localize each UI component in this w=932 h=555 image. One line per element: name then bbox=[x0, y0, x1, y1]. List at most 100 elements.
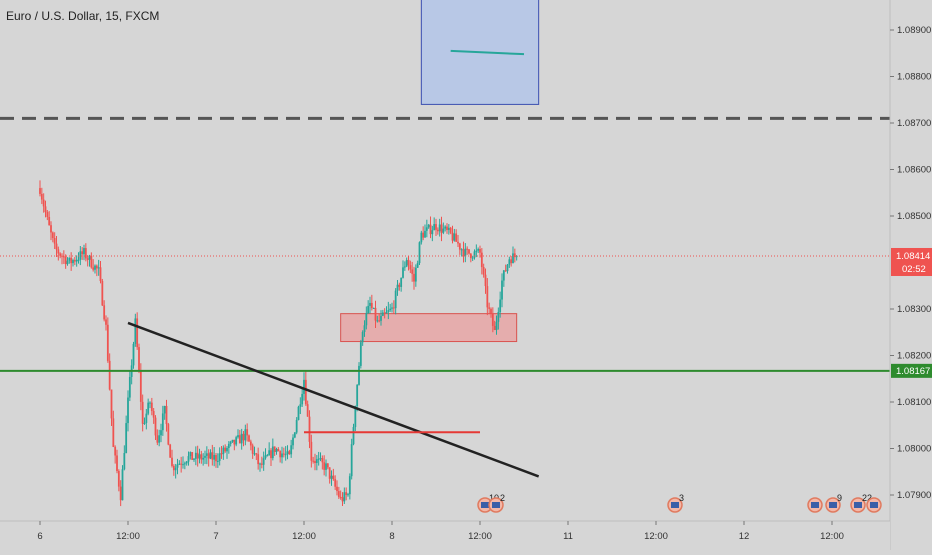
candle-body bbox=[323, 462, 326, 470]
candle-body bbox=[116, 455, 118, 471]
candle-body bbox=[369, 302, 371, 306]
candle-body bbox=[62, 256, 65, 258]
candle-body bbox=[121, 469, 124, 501]
candle-body bbox=[315, 459, 318, 463]
candle-body bbox=[462, 249, 465, 257]
candle-body bbox=[292, 437, 294, 446]
candle-body bbox=[299, 404, 302, 407]
projection-line[interactable] bbox=[450, 49, 525, 56]
candle-body bbox=[512, 253, 514, 264]
event-marker[interactable] bbox=[866, 497, 882, 513]
candle-body bbox=[378, 320, 381, 322]
candle-body bbox=[337, 491, 340, 497]
candle-body bbox=[402, 267, 404, 278]
time-axis[interactable]: 6 12:00 7 12:00 8 12:00 11 12:00 12 12:00 bbox=[0, 520, 890, 550]
candle-body bbox=[361, 331, 364, 343]
candle-body bbox=[457, 241, 459, 244]
candle-body bbox=[132, 343, 135, 366]
candle-body bbox=[68, 257, 71, 261]
candle-body bbox=[253, 453, 256, 455]
candle-body bbox=[464, 248, 467, 257]
candle-body bbox=[53, 238, 56, 244]
candle-body bbox=[99, 267, 102, 282]
candle-body bbox=[125, 423, 128, 454]
candle-body bbox=[158, 435, 161, 443]
candle-body bbox=[491, 313, 494, 326]
candle-body bbox=[460, 249, 463, 251]
candle-body bbox=[433, 224, 436, 231]
candle-body bbox=[156, 435, 159, 443]
candle-body bbox=[141, 401, 144, 424]
candle-body bbox=[172, 465, 175, 471]
candle-body bbox=[391, 307, 393, 309]
us-flag-icon bbox=[492, 502, 500, 508]
candle-body bbox=[392, 307, 395, 309]
candle-body bbox=[77, 259, 80, 261]
candle-body bbox=[176, 464, 179, 468]
candle-body bbox=[453, 233, 456, 241]
candle-body bbox=[271, 446, 274, 459]
candle-body bbox=[479, 248, 481, 253]
candle-body bbox=[325, 463, 327, 470]
candle-body bbox=[101, 281, 104, 306]
candle-body bbox=[251, 445, 254, 454]
candle-body bbox=[51, 232, 54, 239]
event-marker[interactable] bbox=[807, 497, 823, 513]
demand-zone[interactable] bbox=[340, 313, 518, 343]
event-marker[interactable]: 9 bbox=[825, 493, 842, 513]
candle-body bbox=[497, 312, 500, 322]
candle-body bbox=[160, 430, 162, 436]
candle-body bbox=[506, 264, 509, 272]
candle-body bbox=[110, 389, 113, 419]
candle-body bbox=[66, 260, 69, 265]
candle-body bbox=[431, 230, 434, 235]
candle-body bbox=[508, 259, 511, 265]
candle-body bbox=[84, 248, 87, 259]
candle-body bbox=[94, 265, 96, 270]
candle-body bbox=[376, 320, 379, 322]
event-marker[interactable]: 2 bbox=[488, 493, 505, 513]
candle-body bbox=[387, 310, 390, 312]
candle-body bbox=[370, 302, 373, 309]
candle-body bbox=[326, 463, 329, 468]
candle-body bbox=[108, 360, 111, 390]
candle-body bbox=[73, 260, 76, 262]
candle-body bbox=[314, 461, 316, 463]
candle-body bbox=[246, 429, 249, 436]
candle-body bbox=[356, 384, 359, 407]
candle-body bbox=[143, 422, 146, 424]
candle-body bbox=[475, 250, 478, 252]
price-tick-label: 1.08800 bbox=[897, 72, 931, 83]
event-marker[interactable]: 3 bbox=[667, 493, 684, 513]
candle-body bbox=[42, 199, 45, 207]
economic-events-layer[interactable]: 1023922 bbox=[477, 493, 882, 513]
candle-body bbox=[189, 452, 192, 457]
candle-body bbox=[40, 193, 43, 200]
candle-body bbox=[501, 280, 503, 300]
candle-body bbox=[317, 458, 320, 460]
candle-body bbox=[147, 402, 150, 414]
candle-body bbox=[429, 224, 432, 235]
candle-body bbox=[469, 253, 472, 258]
candle-body bbox=[81, 251, 84, 255]
candle-body bbox=[442, 228, 445, 233]
candle-body bbox=[50, 225, 52, 233]
candle-body bbox=[480, 252, 483, 268]
price-axis[interactable]: 1.08900 1.08800 1.08700 1.08600 1.08500 1.083… bbox=[889, 0, 932, 550]
event-marker[interactable]: 22 bbox=[850, 493, 872, 513]
candle-body bbox=[348, 476, 351, 495]
candle-body bbox=[215, 455, 217, 462]
trendline[interactable] bbox=[127, 321, 540, 478]
candle-body bbox=[114, 446, 117, 456]
us-flag-icon bbox=[671, 502, 679, 508]
candle-body bbox=[55, 243, 58, 250]
candle-body bbox=[411, 269, 414, 274]
candle-body bbox=[319, 458, 322, 460]
candles-layer bbox=[39, 180, 518, 507]
candle-body bbox=[238, 435, 241, 444]
candle-body bbox=[240, 433, 243, 444]
candle-body bbox=[447, 227, 450, 230]
candle-body bbox=[275, 448, 278, 453]
